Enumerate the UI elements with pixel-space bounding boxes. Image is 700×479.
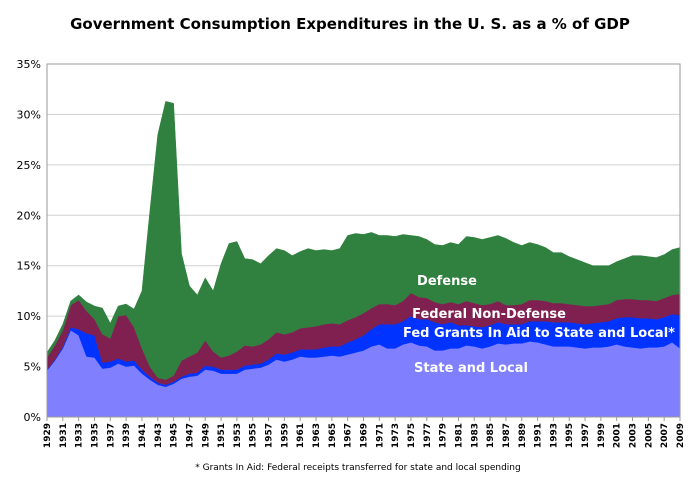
- x-tick-label: 1999: [597, 423, 607, 448]
- x-tick-label: 1971: [375, 423, 385, 448]
- x-tick-label: 2005: [644, 423, 654, 448]
- x-tick-label: 1931: [59, 423, 69, 448]
- x-tick-label: 1967: [344, 423, 354, 448]
- x-tick-label: 1949: [201, 423, 211, 448]
- x-tick-label: 1955: [249, 423, 259, 448]
- x-tick-label: 1973: [391, 423, 401, 448]
- x-tick-label: 1957: [265, 423, 275, 448]
- x-tick-label: 1987: [502, 423, 512, 448]
- x-tick-label: 1969: [360, 423, 370, 448]
- x-tick-label: 1951: [217, 423, 227, 448]
- x-tick-label: 1995: [565, 423, 575, 448]
- x-tick-label: 1935: [90, 423, 100, 448]
- y-tick-label: 25%: [17, 159, 41, 172]
- y-tick-label: 5%: [24, 361, 41, 374]
- x-tick-label: 2009: [676, 423, 686, 448]
- y-tick-label: 10%: [17, 310, 41, 323]
- x-tick-label: 1933: [75, 423, 85, 448]
- x-tick-label: 1943: [154, 423, 164, 448]
- x-tick-label: 1953: [233, 423, 243, 448]
- x-tick-label: 2007: [660, 423, 670, 448]
- x-tick-label: 1983: [470, 423, 480, 448]
- x-tick-label: 1981: [454, 423, 464, 448]
- y-tick-label: 30%: [17, 108, 41, 121]
- x-tick-label: 1939: [122, 423, 132, 448]
- y-tick-label: 0%: [24, 411, 41, 424]
- x-tick-label: 1975: [407, 423, 417, 448]
- x-tick-label: 1965: [328, 423, 338, 448]
- y-tick-label: 35%: [17, 58, 41, 71]
- label-federal-non-defense: Federal Non-Defense: [412, 307, 566, 322]
- chart-title: Government Consumption Expenditures in t…: [70, 15, 630, 33]
- x-tick-label: 1991: [534, 423, 544, 448]
- x-tick-label: 1963: [312, 423, 322, 448]
- x-tick-label: 2003: [629, 423, 639, 448]
- x-tick-label: 1977: [423, 423, 433, 448]
- x-tick-label: 1929: [43, 423, 53, 448]
- footnote: * Grants In Aid: Federal receipts transf…: [195, 463, 520, 473]
- x-tick-label: 1959: [280, 423, 290, 448]
- stacked-areas: [46, 101, 681, 418]
- y-tick-label: 20%: [17, 209, 41, 222]
- label-fed-grants: Fed Grants In Aid to State and Local*: [403, 326, 675, 341]
- x-tick-label: 1961: [296, 423, 306, 448]
- label-state-and-local: State and Local: [414, 361, 528, 376]
- x-tick-label: 1997: [581, 423, 591, 448]
- x-tick-label: 1985: [486, 423, 496, 448]
- x-tick-label: 1993: [549, 423, 559, 448]
- x-tick-label: 1937: [106, 423, 116, 448]
- x-tick-label: 1945: [170, 423, 180, 448]
- x-tick-label: 1947: [185, 423, 195, 448]
- x-tick-label: 2001: [613, 423, 623, 448]
- x-axis-ticks: 1929 1931 1933 1935 1937 1939 1941 1943 1945 1947…: [43, 417, 686, 448]
- y-tick-label: 15%: [17, 260, 41, 273]
- y-axis-ticks: 0% 5% 10% 15% 20% 25% 30% 35%: [17, 58, 41, 424]
- x-tick-label: 1941: [138, 423, 148, 448]
- x-tick-label: 1979: [439, 423, 449, 448]
- x-tick-label: 1989: [518, 423, 528, 448]
- label-defense: Defense: [417, 274, 477, 289]
